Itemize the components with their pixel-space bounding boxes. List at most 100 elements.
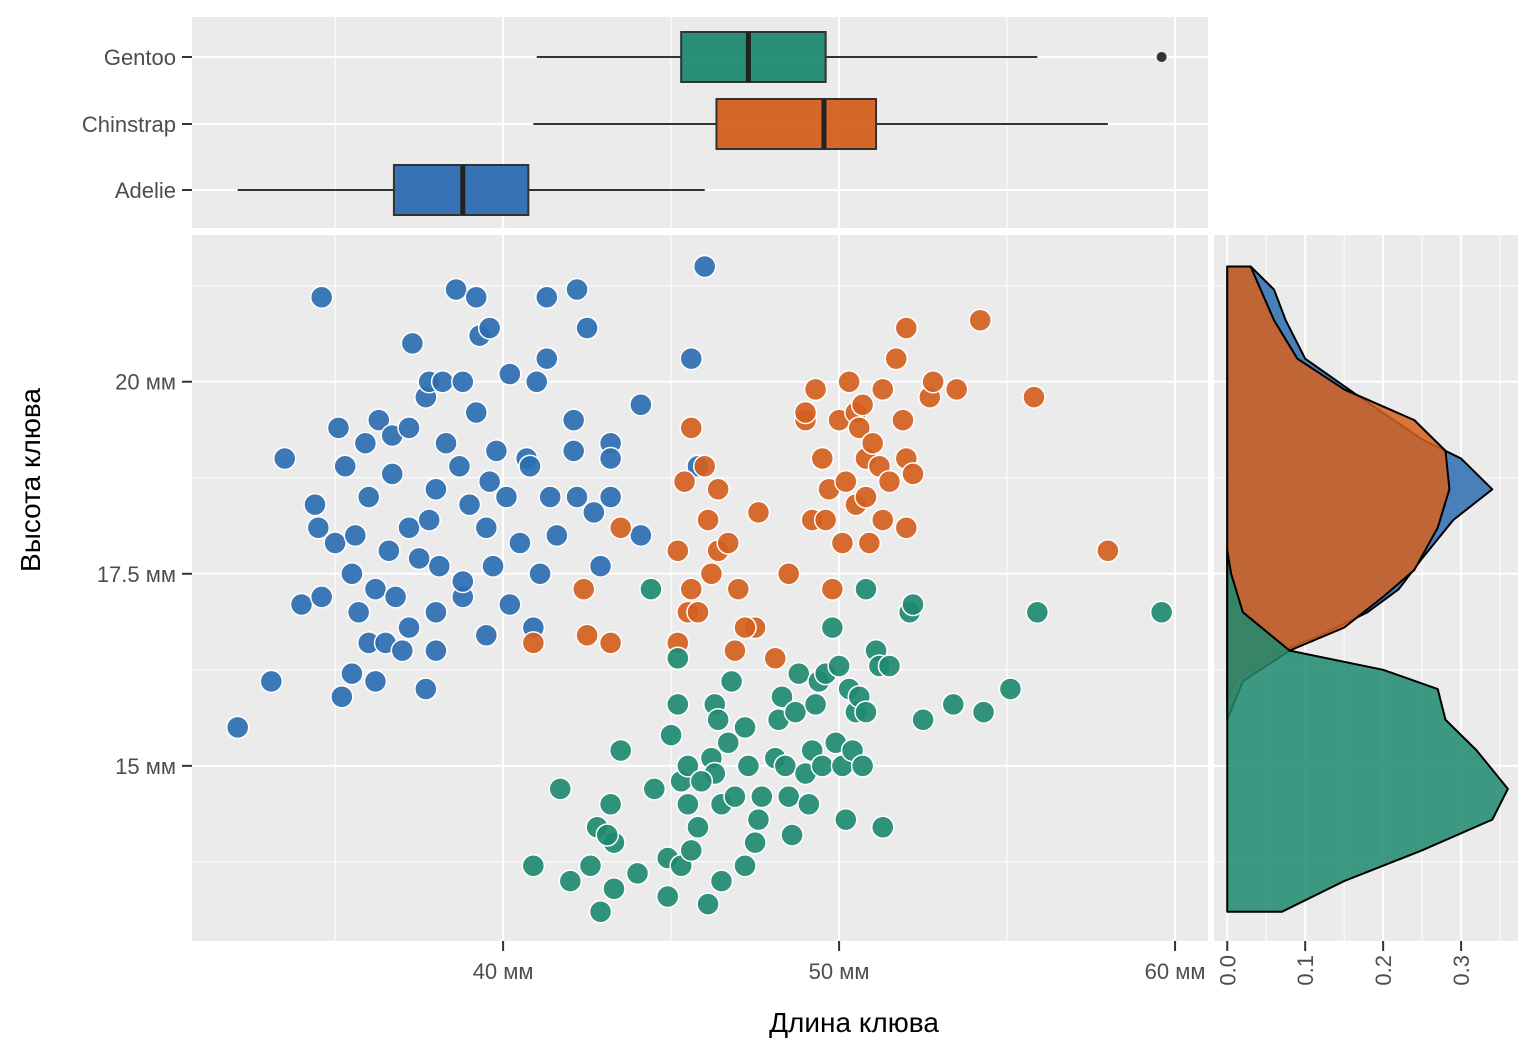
data-point-chinstrap — [813, 508, 838, 532]
data-point-chinstrap — [726, 577, 751, 601]
data-point-gentoo — [1025, 600, 1050, 624]
data-point-adelie — [306, 515, 331, 540]
data-point-chinstrap — [598, 631, 623, 655]
data-point-adelie — [561, 408, 586, 432]
data-point-adelie — [494, 485, 519, 509]
data-point-adelie — [598, 485, 623, 509]
data-point-chinstrap — [699, 562, 724, 586]
data-point-chinstrap — [834, 469, 858, 494]
data-point-adelie — [340, 562, 364, 586]
data-point-gentoo — [733, 715, 757, 740]
data-point-adelie — [451, 369, 475, 394]
data-point-adelie — [575, 316, 599, 340]
data-point-gentoo — [746, 807, 771, 832]
data-point-gentoo — [602, 877, 626, 901]
category-label-gentoo: Gentoo — [104, 45, 176, 70]
data-point-adelie — [343, 523, 368, 548]
data-point-gentoo — [709, 869, 734, 893]
data-point-adelie — [535, 285, 559, 309]
data-point-chinstrap — [793, 400, 818, 425]
data-point-chinstrap — [763, 646, 788, 671]
data-point-adelie — [484, 439, 509, 463]
data-point-gentoo — [998, 677, 1023, 701]
data-point-adelie — [451, 569, 475, 594]
x-tick-label: 40 мм — [473, 959, 534, 984]
data-point-adelie — [330, 684, 354, 709]
data-point-adelie — [518, 454, 542, 478]
data-point-adelie — [424, 477, 448, 502]
data-point-adelie — [326, 416, 351, 440]
data-point-chinstrap — [901, 462, 925, 486]
data-point-adelie — [407, 546, 431, 571]
data-point-chinstrap — [776, 562, 801, 586]
data-point-chinstrap — [803, 377, 828, 402]
data-point-chinstrap — [830, 531, 855, 555]
data-point-chinstrap — [1022, 385, 1046, 409]
data-point-adelie — [363, 669, 388, 694]
data-point-gentoo — [911, 708, 935, 732]
data-point-chinstrap — [968, 308, 992, 333]
data-point-gentoo — [1149, 600, 1174, 624]
data-point-gentoo — [820, 615, 845, 640]
data-point-adelie — [303, 492, 327, 517]
data-point-adelie — [508, 531, 532, 555]
data-point-gentoo — [854, 577, 878, 601]
data-point-gentoo — [750, 784, 774, 809]
data-point-gentoo — [971, 700, 996, 724]
data-point-adelie — [565, 277, 589, 302]
data-point-adelie — [259, 669, 284, 694]
data-point-chinstrap — [716, 531, 740, 555]
data-point-adelie — [397, 515, 421, 540]
data-point-adelie — [474, 515, 499, 540]
data-point-gentoo — [578, 853, 603, 878]
y-tick-label: 15 мм — [115, 754, 176, 779]
data-point-adelie — [289, 592, 314, 617]
data-point-adelie — [309, 585, 334, 609]
data-point-adelie — [582, 500, 606, 525]
data-point-gentoo — [776, 784, 801, 809]
density-panel: 0.0 0.1 0.2 0.3 — [1214, 235, 1518, 986]
data-point-gentoo — [595, 823, 620, 847]
data-point-chinstrap — [921, 369, 945, 394]
data-point-adelie — [430, 369, 455, 394]
data-point-gentoo — [521, 853, 546, 878]
data-point-adelie — [692, 254, 717, 279]
data-point-adelie — [629, 393, 653, 417]
data-point-gentoo — [834, 807, 858, 832]
data-point-chinstrap — [733, 615, 757, 640]
data-point-gentoo — [655, 884, 680, 909]
x-tick-label: 60 мм — [1145, 959, 1206, 984]
data-point-gentoo — [588, 900, 613, 924]
data-point-chinstrap — [894, 316, 919, 340]
data-point-chinstrap — [575, 623, 599, 647]
data-point-gentoo — [706, 708, 730, 732]
data-point-chinstrap — [944, 377, 969, 402]
data-point-gentoo — [639, 577, 663, 601]
data-point-chinstrap — [854, 485, 878, 509]
data-point-gentoo — [689, 769, 714, 793]
data-point-gentoo — [598, 792, 623, 817]
data-point-gentoo — [780, 823, 804, 847]
data-point-adelie — [565, 485, 589, 509]
data-point-adelie — [588, 554, 613, 578]
scatter-panel: 40 мм 50 мм 60 мм 20 мм 17.5 мм 15 мм — [97, 235, 1208, 984]
boxplot-panel: Gentoo Chinstrap Adelie — [82, 17, 1208, 228]
data-point-gentoo — [625, 861, 650, 886]
data-point-adelie — [356, 485, 381, 509]
data-point-adelie — [679, 346, 704, 371]
data-point-gentoo — [827, 654, 851, 678]
data-point-chinstrap — [894, 515, 919, 540]
data-point-chinstrap — [884, 346, 908, 371]
data-point-gentoo — [558, 869, 583, 893]
x-axis-title: Длина клюва — [769, 1007, 939, 1038]
data-point-chinstrap — [860, 431, 885, 455]
data-point-adelie — [272, 446, 297, 471]
data-point-adelie — [464, 285, 488, 309]
data-point-adelie — [464, 400, 488, 425]
data-point-adelie — [400, 331, 425, 356]
data-point-chinstrap — [847, 416, 872, 440]
data-point-chinstrap — [1096, 538, 1120, 563]
data-point-gentoo — [803, 692, 828, 717]
data-point-gentoo — [850, 754, 875, 778]
data-point-adelie — [309, 285, 334, 309]
